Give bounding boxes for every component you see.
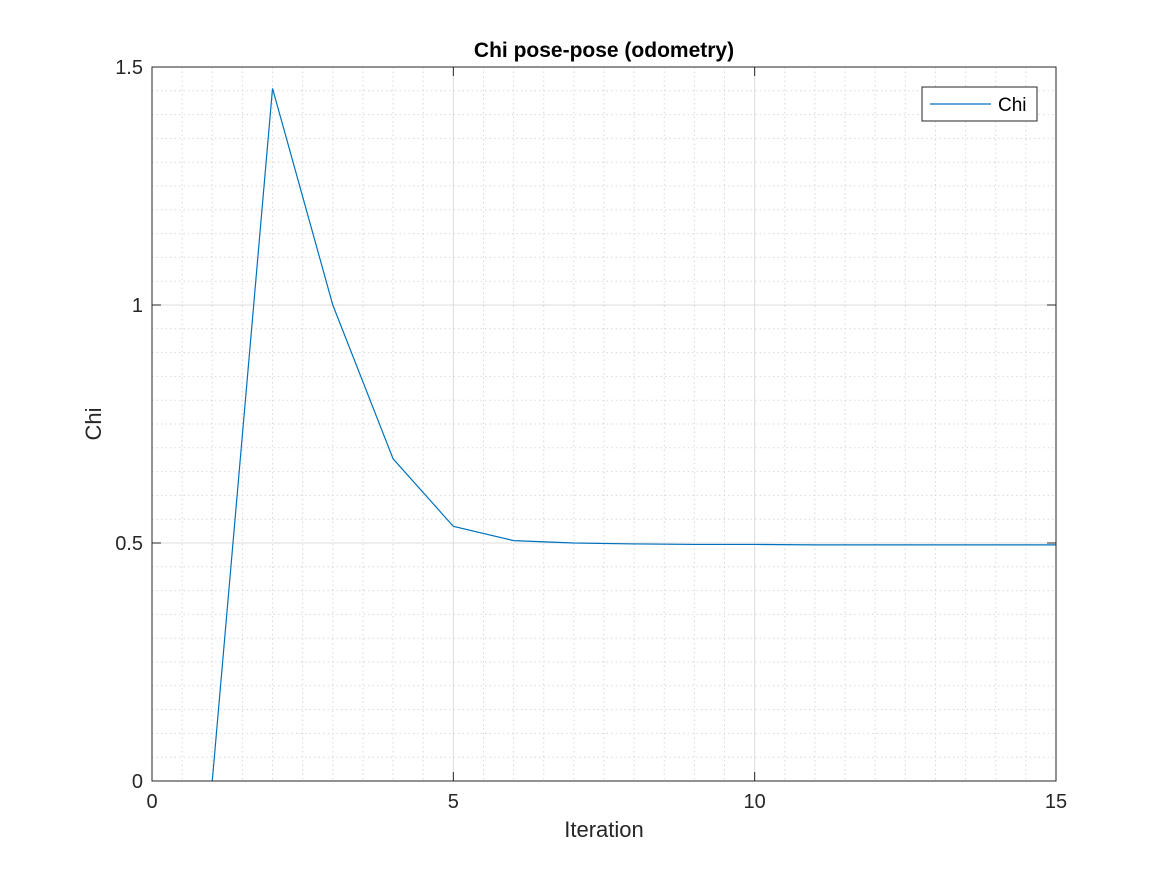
series-line-chi (211, 88, 1056, 782)
y-tick-label: 1.5 (115, 57, 143, 79)
x-tick-label: 15 (1045, 791, 1067, 813)
y-tick-labels: 0 0.5 1 1.5 (115, 57, 143, 793)
x-tick-label: 5 (448, 791, 459, 813)
y-tick-label: 0.5 (115, 533, 143, 555)
chart-title: Chi pose-pose (odometry) (474, 39, 734, 62)
x-axis-label: Iteration (564, 817, 644, 842)
legend: Chi (921, 86, 1038, 122)
x-tick-labels: 0 5 10 15 (146, 791, 1067, 813)
y-tick-label: 1 (132, 295, 143, 317)
y-axis-label: Chi (81, 407, 106, 440)
x-tick-label: 10 (744, 791, 766, 813)
tick-marks (151, 66, 1057, 782)
minor-grid (152, 67, 1056, 781)
y-tick-label: 0 (132, 771, 143, 793)
legend-label-chi: Chi (998, 95, 1027, 116)
plot-frame (151, 66, 1057, 782)
x-tick-label: 0 (146, 791, 157, 813)
series-layer (211, 88, 1056, 782)
